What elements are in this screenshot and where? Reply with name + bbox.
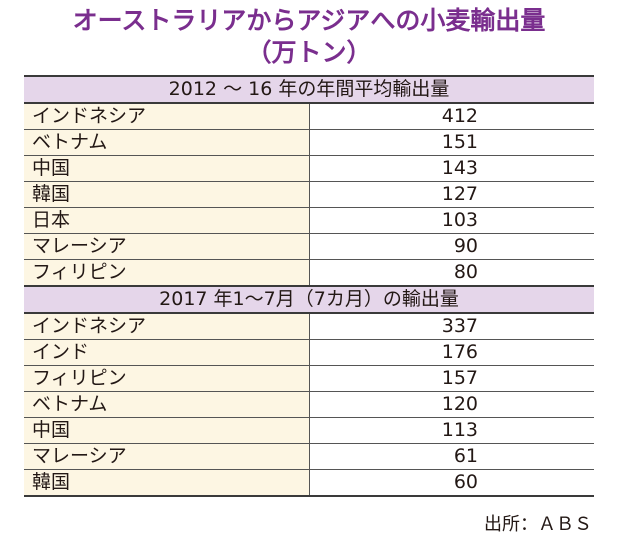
table-row: マレーシア 61 [24,443,594,470]
value-cell: 103 [309,207,594,234]
country-cell: 中国 [24,155,310,182]
table-row: 日本 103 [24,207,594,234]
value-cell: 127 [309,181,594,208]
country-cell: 日本 [24,207,310,234]
table-row: フィリピン 157 [24,365,594,392]
wheat-export-table: 2012 ～ 16 年の年間平均輸出量 インドネシア 412 ベトナム 151 中国 143… [24,75,594,497]
section-header: 2012 ～ 16 年の年間平均輸出量 [24,75,594,104]
section-header-row: 2017 年1～7月（7カ月）の輸出量 [24,285,594,314]
country-cell: インドネシア [24,102,310,130]
value-cell: 176 [309,339,594,366]
value-cell: 113 [309,417,594,444]
value-cell: 412 [309,102,594,130]
country-cell: フィリピン [24,365,310,392]
table-row: 中国 113 [24,417,594,444]
country-cell: ベトナム [24,391,310,418]
country-cell: 中国 [24,417,310,444]
table-row: 中国 143 [24,155,594,182]
section-header: 2017 年1～7月（7カ月）の輸出量 [24,285,594,314]
chart-title: オーストラリアからアジアへの小麦輸出量 [72,6,546,35]
value-cell: 120 [309,391,594,418]
table-row: 韓国 127 [24,181,594,208]
source-note: 出所：ＡＢＳ [484,514,592,535]
country-cell: フィリピン [24,259,310,287]
value-cell: 157 [309,365,594,392]
value-cell: 80 [309,259,594,287]
country-cell: 韓国 [24,181,310,208]
value-cell: 151 [309,129,594,156]
table-row: 韓国 60 [24,469,594,497]
section-header-row: 2012 ～ 16 年の年間平均輸出量 [24,75,594,104]
country-cell: 韓国 [24,469,310,497]
value-cell: 143 [309,155,594,182]
table-body: 2012 ～ 16 年の年間平均輸出量 インドネシア 412 ベトナム 151 中国 143… [24,75,594,497]
table-row: マレーシア 90 [24,233,594,260]
table-row: インドネシア 412 [24,102,594,130]
country-cell: マレーシア [24,443,310,470]
value-cell: 337 [309,312,594,340]
country-cell: マレーシア [24,233,310,260]
country-cell: インドネシア [24,312,310,340]
table-row: インド 176 [24,339,594,366]
table-row: ベトナム 120 [24,391,594,418]
table-row: ベトナム 151 [24,129,594,156]
country-cell: インド [24,339,310,366]
value-cell: 90 [309,233,594,260]
table-row: インドネシア 337 [24,312,594,340]
value-cell: 61 [309,443,594,470]
chart-subtitle-unit: （万トン） [246,38,372,67]
country-cell: ベトナム [24,129,310,156]
table-row: フィリピン 80 [24,259,594,287]
value-cell: 60 [309,469,594,497]
